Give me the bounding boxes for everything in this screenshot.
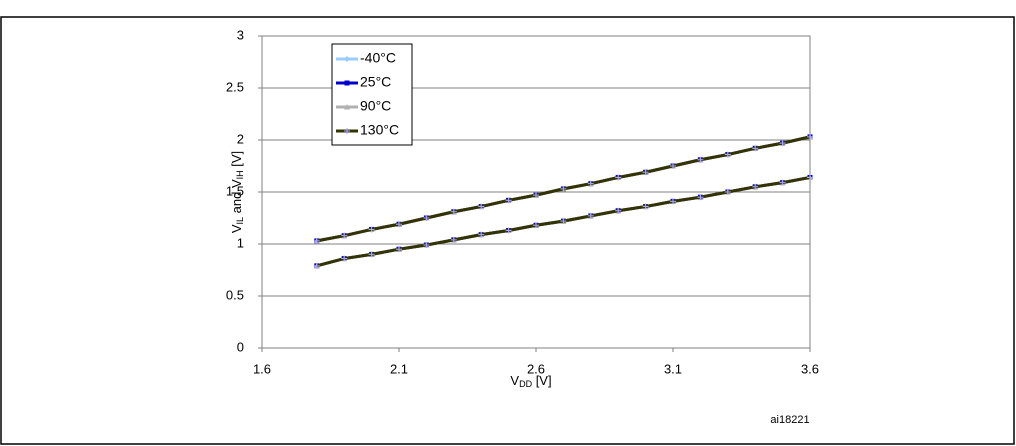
y-axis-label-part: [V]	[229, 151, 244, 171]
marker	[642, 203, 649, 210]
legend-box	[331, 43, 413, 146]
legend-label: 130°C	[360, 122, 399, 138]
marker	[724, 151, 731, 158]
y-axis-label-part: and V	[229, 179, 244, 217]
marker	[533, 192, 539, 199]
x-tick-label: 3.1	[664, 361, 682, 376]
marker	[341, 232, 348, 239]
marker	[779, 140, 786, 147]
y-tick-label: 3	[237, 27, 244, 42]
marker	[615, 207, 622, 214]
marker	[724, 189, 731, 195]
marker	[344, 128, 350, 134]
marker	[697, 156, 704, 163]
y-axis-label-part: V	[229, 224, 244, 233]
y-axis-label: VIL and VIH [V]	[229, 151, 244, 233]
marker	[670, 198, 676, 205]
marker	[779, 179, 786, 186]
y-tick-label: 2.5	[226, 79, 244, 94]
marker	[313, 262, 320, 269]
marker	[368, 251, 375, 258]
x-tick-label: 2.6	[527, 361, 545, 376]
legend-label: 90°C	[360, 98, 391, 114]
y-tick-label: 0.5	[226, 287, 244, 302]
y-tick-label: 0	[237, 339, 244, 354]
x-tick-label: 2.1	[390, 361, 408, 376]
x-tick-label: 3.6	[801, 361, 819, 376]
marker	[368, 226, 375, 233]
marker	[505, 197, 512, 204]
marker	[344, 80, 350, 86]
marker	[533, 222, 539, 229]
legend-label: 25°C	[360, 74, 391, 90]
y-axis-label-part: IH	[235, 170, 245, 179]
marker	[807, 174, 813, 181]
marker	[642, 169, 649, 176]
marker	[478, 203, 485, 210]
marker	[560, 185, 567, 192]
marker	[670, 163, 676, 169]
marker	[450, 208, 457, 215]
marker	[344, 104, 350, 110]
marker	[587, 212, 594, 219]
marker	[807, 133, 813, 140]
x-axis-label-part: V	[510, 373, 519, 388]
marker	[615, 174, 622, 181]
legend-label: -40°C	[360, 50, 396, 66]
y-tick-label: 2	[237, 131, 244, 146]
marker	[697, 194, 704, 201]
marker	[423, 215, 430, 221]
marker	[423, 242, 430, 249]
x-axis-label: VDD [V]	[510, 373, 551, 388]
marker	[396, 221, 402, 228]
x-axis-label-part: [V]	[532, 373, 552, 388]
frame	[0, 16, 1015, 445]
marker	[313, 237, 320, 244]
marker	[560, 218, 567, 225]
marker	[341, 255, 348, 262]
y-axis-label-part: IL	[235, 217, 245, 225]
marker	[752, 145, 759, 152]
marker	[450, 236, 457, 243]
marker	[396, 246, 402, 253]
marker	[505, 227, 512, 234]
y-tick-label: 1.5	[226, 183, 244, 198]
marker	[752, 183, 759, 190]
y-tick-label: 1	[237, 235, 244, 250]
watermark: ai18221	[770, 414, 809, 426]
marker	[478, 231, 485, 238]
marker	[344, 56, 350, 62]
x-axis-label-part: DD	[519, 379, 532, 389]
x-tick-label: 1.6	[253, 361, 271, 376]
marker	[587, 180, 594, 187]
